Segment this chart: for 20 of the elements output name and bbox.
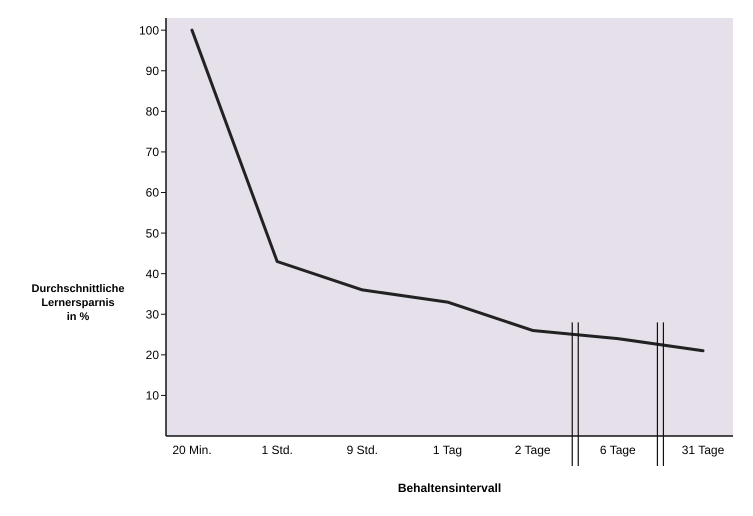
y-tick-label: 90: [146, 64, 160, 78]
y-tick-label: 100: [138, 23, 160, 38]
x-tick-label: 2 Tage: [514, 443, 551, 457]
x-axis-title: Behaltensintervall: [398, 481, 502, 495]
y-tick-label: 40: [146, 266, 160, 281]
y-tick-label: 60: [146, 186, 160, 200]
y-tick-label: 80: [146, 104, 160, 119]
y-tick-label: 50: [146, 226, 160, 240]
y-tick-label: 10: [146, 388, 160, 403]
x-tick-label: 1 Tag: [432, 443, 462, 457]
y-tick-label: 70: [146, 145, 160, 160]
y-axis-title: Durchschnittliche Lernersparnis in %: [32, 283, 124, 324]
y-tick-label: 30: [146, 307, 160, 322]
x-tick-label: 9 Std.: [346, 443, 378, 457]
line-series: [190, 28, 704, 352]
x-tick-label: 6 Tage: [600, 443, 636, 457]
x-tick-label: 20 Min.: [172, 443, 212, 457]
y-tick-label: 20: [146, 348, 160, 362]
x-tick-label: 1 Std.: [261, 443, 293, 457]
x-tick-label: 31 Tage: [682, 443, 725, 457]
